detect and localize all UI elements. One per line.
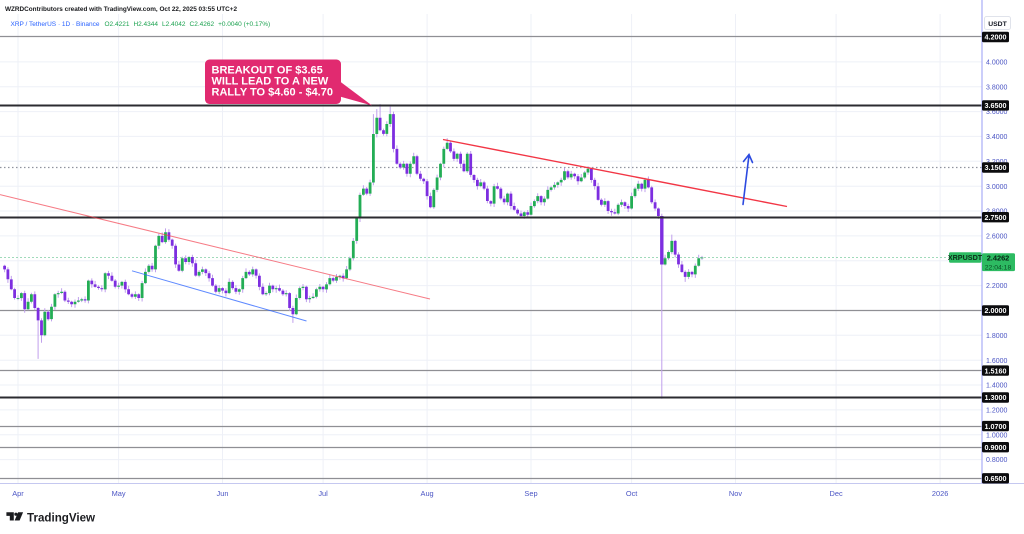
svg-text:2.2000: 2.2000: [986, 283, 1008, 290]
svg-text:BREAKOUT OF $3.65: BREAKOUT OF $3.65: [212, 65, 323, 77]
svg-text:WZRDContributors created with: WZRDContributors created with TradingVie…: [5, 6, 238, 13]
svg-text:3.0000: 3.0000: [986, 184, 1008, 191]
svg-text:3.6000: 3.6000: [986, 109, 1008, 116]
svg-text:TradingView: TradingView: [27, 512, 96, 525]
svg-text:Aug: Aug: [421, 489, 434, 498]
svg-text:RALLY TO $4.60 - $4.70: RALLY TO $4.60 - $4.70: [212, 87, 333, 99]
svg-text:Jun: Jun: [217, 489, 229, 498]
svg-text:XRPUSDT: XRPUSDT: [948, 253, 983, 262]
svg-text:2.7500: 2.7500: [985, 213, 1007, 222]
svg-text:2026: 2026: [932, 489, 948, 498]
svg-text:2.6000: 2.6000: [986, 234, 1008, 241]
svg-text:USDT: USDT: [988, 21, 1007, 28]
svg-text:3.6500: 3.6500: [985, 101, 1007, 110]
svg-text:May: May: [112, 489, 126, 498]
svg-text:2.0000: 2.0000: [985, 306, 1007, 315]
svg-text:0.9000: 0.9000: [985, 443, 1007, 452]
svg-text:Apr: Apr: [12, 489, 24, 498]
svg-text:22:04:18: 22:04:18: [985, 265, 1012, 272]
svg-text:1.3000: 1.3000: [985, 393, 1007, 402]
svg-text:1.6000: 1.6000: [986, 358, 1008, 365]
svg-text:3.8000: 3.8000: [986, 84, 1008, 91]
svg-text:Nov: Nov: [729, 489, 742, 498]
svg-text:1.2000: 1.2000: [986, 408, 1008, 415]
svg-text:1.4000: 1.4000: [986, 383, 1008, 390]
svg-text:Dec: Dec: [830, 489, 843, 498]
svg-text:Oct: Oct: [626, 489, 638, 498]
svg-text:4.2000: 4.2000: [985, 33, 1007, 42]
svg-text:Jul: Jul: [318, 489, 328, 498]
svg-text:1.0700: 1.0700: [985, 422, 1007, 431]
svg-text:1.8000: 1.8000: [986, 333, 1008, 340]
svg-text:3.4000: 3.4000: [986, 134, 1008, 141]
svg-text:1.5160: 1.5160: [985, 366, 1007, 375]
svg-text:0.8000: 0.8000: [986, 457, 1008, 464]
svg-text:0.6500: 0.6500: [985, 474, 1007, 483]
svg-text:1.0000: 1.0000: [986, 432, 1008, 439]
svg-text:3.1500: 3.1500: [985, 163, 1007, 172]
svg-text:WILL LEAD TO A NEW: WILL LEAD TO A NEW: [212, 76, 329, 88]
svg-text:Sep: Sep: [524, 489, 537, 498]
svg-text:4.0000: 4.0000: [986, 60, 1008, 67]
svg-text:2.4262: 2.4262: [987, 254, 1010, 263]
